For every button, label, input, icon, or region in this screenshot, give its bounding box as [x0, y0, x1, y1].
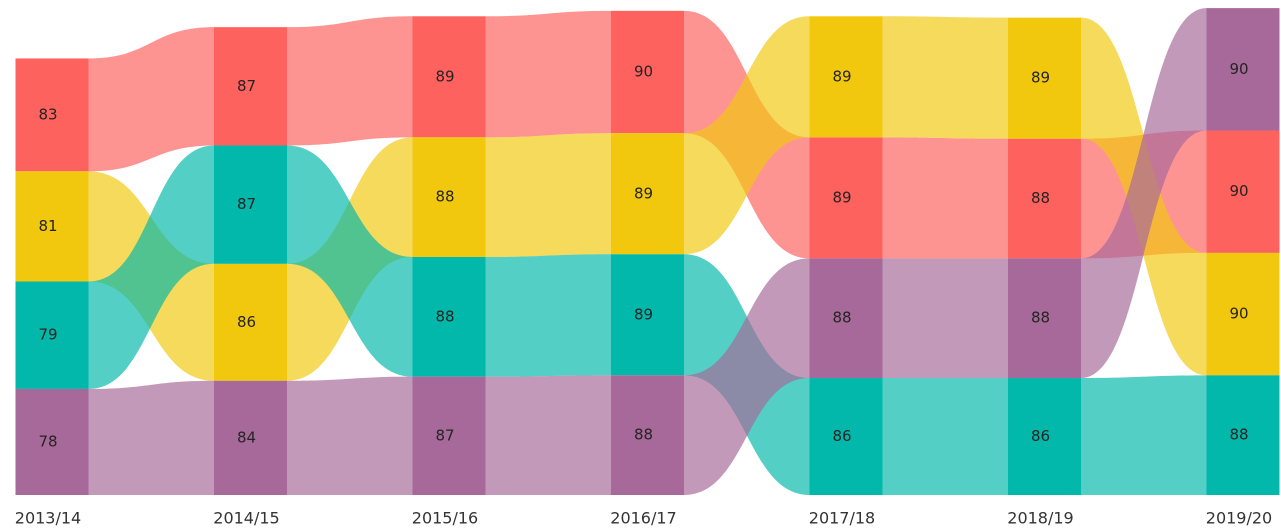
ribbon [882, 137, 1008, 259]
value-label: 89 [634, 184, 653, 202]
value-label: 84 [237, 428, 256, 446]
column-segment [809, 16, 883, 138]
column-segment [1008, 138, 1081, 259]
value-label: 88 [1031, 189, 1050, 207]
x-tick-label: 2015/16 [412, 509, 478, 528]
value-label: 89 [634, 305, 653, 323]
ribbon [684, 16, 810, 255]
column-segment [15, 388, 89, 495]
ribbon [485, 133, 611, 257]
column-segment [214, 380, 287, 495]
value-label: 89 [1031, 69, 1050, 87]
column-segment [809, 378, 883, 495]
column-segment [1206, 130, 1280, 253]
column-segment [214, 145, 287, 264]
value-label: 87 [237, 77, 256, 95]
value-label: 88 [832, 309, 851, 327]
column-segment [1008, 258, 1081, 379]
value-label: 89 [832, 188, 851, 206]
ribbon [485, 254, 611, 377]
value-label: 90 [634, 63, 653, 81]
column-segment [412, 137, 486, 257]
column-segment [15, 58, 89, 172]
column-segment [1008, 17, 1081, 139]
value-label: 88 [435, 188, 454, 206]
x-tick-label: 2019/20 [1206, 509, 1272, 528]
column-segment [1008, 378, 1081, 495]
value-label: 87 [435, 426, 454, 444]
column-segment [809, 137, 883, 259]
x-tick-label: 2016/17 [610, 509, 676, 528]
ribbon [287, 376, 413, 495]
ribbons [88, 8, 1207, 495]
column-segment [1206, 375, 1280, 495]
ribbon [882, 258, 1008, 379]
column-segment [809, 258, 883, 379]
value-label: 88 [435, 307, 454, 325]
column-segment [611, 375, 684, 495]
value-label: 90 [1229, 305, 1248, 323]
ribbon [1081, 375, 1207, 495]
ribbon [1081, 8, 1207, 379]
column-segment [214, 263, 287, 381]
ribbon [882, 16, 1008, 139]
value-label: 88 [634, 426, 653, 444]
ribbon [485, 375, 611, 495]
column-segment [214, 27, 287, 146]
value-label: 88 [1229, 426, 1248, 444]
ribbon [684, 258, 810, 495]
column-segment [412, 16, 486, 138]
value-label: 78 [38, 432, 57, 450]
column-segment [611, 254, 684, 376]
ribbon [287, 16, 413, 146]
value-label: 86 [832, 427, 851, 445]
ribbon [88, 380, 214, 495]
value-label: 90 [1229, 60, 1248, 78]
value-label: 87 [237, 195, 256, 213]
column-segment [611, 133, 684, 255]
value-label: 90 [1229, 182, 1248, 200]
x-tick-label: 2017/18 [809, 509, 875, 528]
column-segment [412, 376, 486, 495]
column-segment [1206, 8, 1280, 131]
x-tick-label: 2014/15 [213, 509, 279, 528]
value-label: 83 [38, 105, 57, 123]
column-segment [15, 281, 89, 389]
column-segment [412, 257, 486, 377]
value-label: 86 [237, 313, 256, 331]
ribbon [88, 27, 214, 172]
value-label: 89 [435, 67, 454, 85]
ribbon [287, 145, 413, 377]
value-label: 88 [1031, 309, 1050, 327]
ribbon [88, 145, 214, 389]
value-label: 86 [1031, 427, 1050, 445]
column-segment [15, 171, 89, 282]
x-tick-label: 2018/19 [1007, 509, 1073, 528]
x-tick-label: 2013/14 [15, 509, 81, 528]
value-label: 79 [38, 326, 57, 344]
ribbon [485, 10, 611, 138]
ribbon [882, 378, 1008, 495]
column-segment [611, 10, 684, 134]
value-label: 81 [38, 217, 57, 235]
value-label: 89 [832, 67, 851, 85]
column-segment [1206, 252, 1280, 376]
